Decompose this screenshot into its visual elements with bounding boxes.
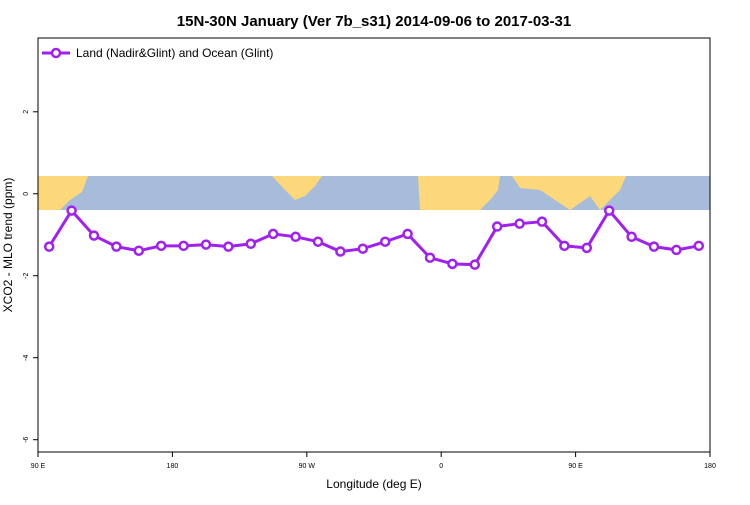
point [671,244,682,256]
point [155,240,167,252]
point [43,241,55,252]
point [200,239,212,250]
point [245,238,257,250]
point [267,228,279,240]
point [178,240,189,252]
point [491,221,503,232]
point [379,236,391,247]
y-tick-label: 0 [23,192,30,196]
point [559,240,570,252]
legend-marker [50,47,62,59]
point [626,231,637,243]
legend-label: Land (Nadir&Glint) and Ocean (Glint) [76,46,273,60]
point [335,246,346,257]
point [111,241,122,252]
point [402,228,413,240]
point [133,245,145,256]
point [312,236,324,247]
x-axis-label: Longitude (deg E) [326,477,421,491]
point [290,231,301,243]
x-tick-label: 180 [167,463,179,470]
x-tick-label: 0 [439,463,443,470]
point [514,218,525,229]
y-axis-label: XCO2 - MLO trend (ppm) [1,178,15,313]
x-tick-label: 90 E [31,463,46,470]
y-tick-label: -2 [23,273,30,279]
point [357,243,369,254]
y-tick-label: 2 [23,110,30,114]
point [223,241,234,252]
legend: Land (Nadir&Glint) and Ocean (Glint) [42,46,273,60]
point [581,242,593,254]
point [648,241,660,252]
plot-frame [37,37,711,453]
point [447,258,458,270]
series-line [47,208,700,267]
point [66,205,77,216]
point [693,240,705,252]
x-tick-label: 90 E [568,463,583,470]
point [424,252,436,263]
point [88,230,100,241]
map-background [38,176,710,210]
x-tick-label: 90 W [299,463,316,470]
point [603,205,615,216]
point [536,216,548,227]
chart-title: 15N-30N January (Ver 7b_s31) 2014-09-06 … [177,13,571,30]
point [469,259,481,270]
x-tick-label: 180 [704,463,716,470]
y-tick-label: -6 [23,436,30,442]
y-tick-label: -4 [23,355,30,361]
